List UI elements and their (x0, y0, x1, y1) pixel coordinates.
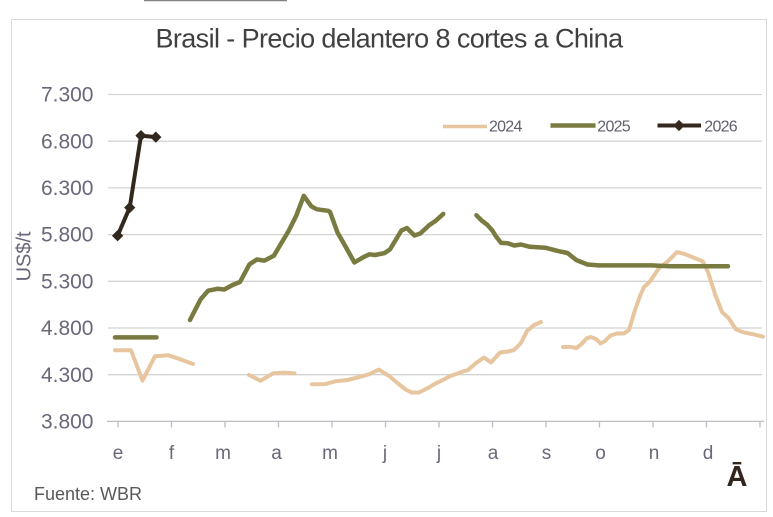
svg-text:Brasil - Precio delantero 8 co: Brasil - Precio delantero 8 cortes a Chi… (155, 24, 624, 54)
svg-text:j: j (382, 443, 387, 464)
svg-text:2026: 2026 (704, 119, 737, 136)
svg-text:e: e (113, 443, 124, 464)
svg-text:6.800: 6.800 (41, 130, 94, 153)
svg-text:4.300: 4.300 (41, 364, 94, 387)
svg-text:j: j (436, 443, 441, 464)
svg-text:a: a (488, 443, 499, 464)
svg-text:5.300: 5.300 (41, 270, 94, 293)
svg-text:2025: 2025 (597, 119, 630, 136)
svg-text:Fuente: WBR: Fuente: WBR (34, 484, 142, 504)
svg-text:f: f (169, 443, 175, 464)
svg-text:o: o (595, 443, 606, 464)
svg-text:s: s (542, 443, 552, 464)
svg-text:n: n (649, 443, 660, 464)
svg-text:Ā: Ā (727, 461, 748, 493)
svg-text:US$/t: US$/t (13, 231, 35, 281)
svg-text:3.800: 3.800 (41, 411, 94, 434)
svg-text:m: m (322, 443, 338, 464)
svg-text:2024: 2024 (489, 119, 522, 136)
svg-text:5.800: 5.800 (41, 224, 94, 247)
svg-text:7.300: 7.300 (41, 84, 94, 107)
svg-text:d: d (703, 443, 714, 464)
svg-text:4.800: 4.800 (41, 317, 94, 340)
svg-text:a: a (271, 443, 282, 464)
svg-text:6.300: 6.300 (41, 177, 94, 200)
svg-text:m: m (215, 443, 231, 464)
